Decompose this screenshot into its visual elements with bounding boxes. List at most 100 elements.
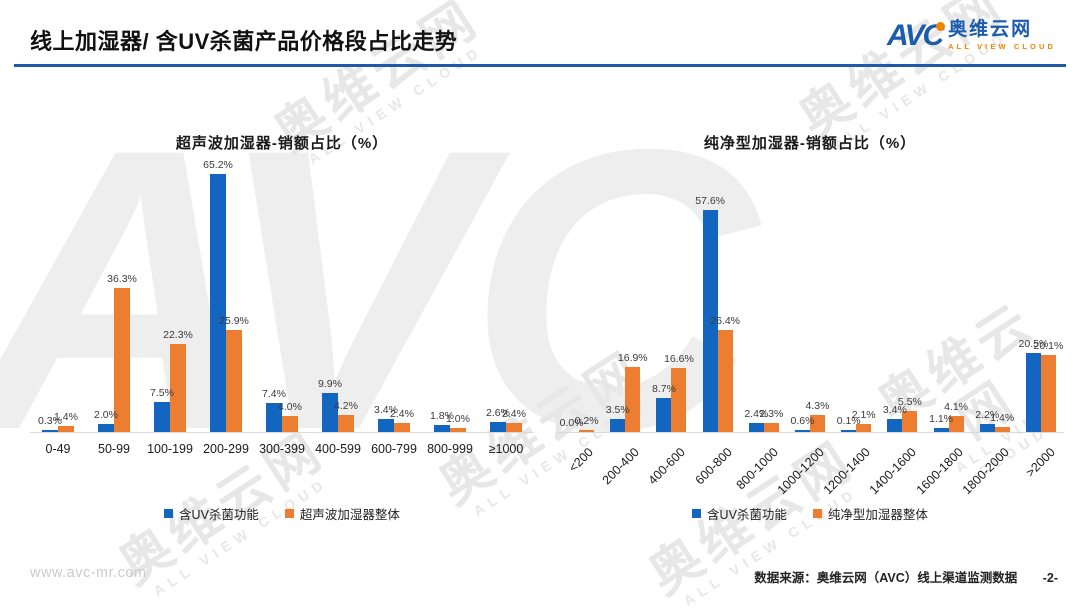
bar <box>42 430 58 432</box>
data-source-text: 数据来源：奥维云网（AVC）线上渠道监测数据 <box>754 571 1018 585</box>
legend-swatch <box>284 509 294 518</box>
legend-swatch <box>812 509 822 518</box>
x-axis-label: 200-299 <box>203 442 249 456</box>
bar-value-label: 1.8% <box>430 410 454 422</box>
bar-value-label: 0.1% <box>836 415 861 427</box>
legend-item: 含UV杀菌功能 <box>692 504 787 523</box>
bar-value-label: 4.0% <box>278 401 302 413</box>
bar-value-label: 0.3% <box>38 415 62 427</box>
bar <box>490 422 506 432</box>
bar-value-label: 7.5% <box>150 387 174 399</box>
bar <box>282 416 298 432</box>
bar-value-label: 2.0% <box>94 409 118 421</box>
bar <box>702 210 718 432</box>
bar <box>170 344 186 432</box>
x-axis-label: 800-1000 <box>733 445 781 493</box>
bar-value-label: 0.6% <box>790 415 815 427</box>
bar <box>378 419 394 432</box>
avc-logo-letters: AVC <box>887 18 944 52</box>
bar <box>994 427 1010 432</box>
bar-value-label: 1.4% <box>990 412 1015 424</box>
bar-value-label: 1.4% <box>54 411 78 423</box>
bar <box>671 368 687 432</box>
bar-value-label: 20.1% <box>1033 340 1064 352</box>
bar <box>763 423 779 432</box>
legend: 含UV杀菌功能 超声波加湿器整体 <box>30 504 534 523</box>
bar <box>154 402 170 432</box>
bar-value-label: 2.1% <box>851 409 876 421</box>
bar-value-label: 3.4% <box>882 404 907 416</box>
plot-area: 0.3% 2.0% 7.5% 65.2% 7.4% 9.9% 3.4% 1.8% 2.6% 1.4… <box>30 159 534 433</box>
x-axis-label: ≥1000 <box>488 442 524 456</box>
legend-swatch <box>692 509 702 518</box>
bar <box>1025 353 1041 432</box>
bar-value-label: 3.5% <box>605 404 630 416</box>
legend-label: 超声波加湿器整体 <box>299 508 400 522</box>
bar-value-label: 2.4% <box>744 408 769 420</box>
legend-item: 含UV杀菌功能 <box>164 504 259 523</box>
x-axis-label: 50-99 <box>98 442 130 456</box>
x-axis-label: 300-399 <box>259 442 305 456</box>
bar-value-label: 25.9% <box>219 315 249 327</box>
bar <box>810 415 825 432</box>
header-divider <box>14 64 1066 67</box>
chart-pure-type-humidifier: 纯净型加湿器-销额占比（%） 0.0% 3.5% 8.7% 57.6% 2.4% 0.6%… <box>556 128 1064 558</box>
x-axis-label: 1200-1400 <box>820 445 874 498</box>
x-axis-label: 1400-1600 <box>867 445 920 498</box>
legend-swatch <box>164 509 174 518</box>
legend-label: 含UV杀菌功能 <box>707 508 787 522</box>
bar <box>322 393 338 432</box>
x-axis-label: <200 <box>566 445 596 475</box>
bar-value-label: 0.2% <box>574 415 599 427</box>
x-axis-label: 400-599 <box>315 442 361 456</box>
bar <box>506 423 522 432</box>
bar-value-label: 2.6% <box>486 407 510 419</box>
bar-value-label: 2.2% <box>975 409 1000 421</box>
bar-value-label: 4.3% <box>805 400 830 412</box>
bar <box>114 288 130 432</box>
avc-logo-dot-icon <box>936 21 946 31</box>
avc-logo: AVC 奥维云网 ALL VIEW CLOUD <box>887 20 1056 51</box>
bar <box>338 415 354 432</box>
chart-title: 纯净型加湿器-销额占比（%） <box>703 135 917 152</box>
plot-area: 0.0% 3.5% 8.7% 57.6% 2.4% 0.6% 0.1% 3.4% 1.1% 2.2… <box>556 195 1064 433</box>
bar-value-label: 65.2% <box>203 159 233 171</box>
bar <box>266 403 282 432</box>
legend-label: 含UV杀菌功能 <box>179 508 259 522</box>
x-axis-label: 600-799 <box>371 442 417 456</box>
bar <box>434 425 450 432</box>
bar <box>795 430 810 432</box>
legend-label: 纯净型加湿器整体 <box>827 508 928 522</box>
footer-data-source: 数据来源：奥维云网（AVC）线上渠道监测数据 -2- <box>754 567 1058 586</box>
bar <box>856 424 872 432</box>
footer-website: www.avc-mr.com <box>30 565 147 581</box>
bar <box>656 398 672 432</box>
bar <box>933 428 949 432</box>
bar-value-label: 16.6% <box>664 353 694 365</box>
x-axis-label: 1000-1200 <box>774 445 827 498</box>
legend: 含UV杀菌功能 纯净型加湿器整体 <box>556 504 1064 523</box>
x-axis-label: 600-800 <box>692 445 735 488</box>
bar-value-label: 8.7% <box>651 383 676 395</box>
bar-value-label: 36.3% <box>107 273 137 285</box>
bar-value-label: 2.4% <box>390 408 414 420</box>
bar <box>887 419 903 432</box>
bar-value-label: 57.6% <box>695 195 726 207</box>
bar-value-label: 1.1% <box>929 413 953 425</box>
x-axis-label: 800-999 <box>427 442 473 456</box>
bar <box>841 430 857 432</box>
avc-logo-cn-name: 奥维云网 <box>948 19 1033 40</box>
x-axis-label: 1600-1800 <box>913 445 966 498</box>
avc-logo-mark: AVC <box>887 18 946 52</box>
bar-value-label: 1.0% <box>446 413 470 425</box>
bar-value-label: 2.3% <box>759 408 784 420</box>
legend-item: 纯净型加湿器整体 <box>812 504 928 523</box>
x-axis-label: 1800-2000 <box>959 445 1012 498</box>
bar <box>610 419 626 432</box>
chart-ultrasonic-humidifier: 超声波加湿器-销额占比（%） 0.3% 2.0% 7.5% 65.2% 7.4% 9.9%… <box>30 128 534 558</box>
bar <box>748 423 764 432</box>
bar-value-label: 2.4% <box>502 408 526 420</box>
page-number: -2- <box>1042 571 1058 585</box>
bar <box>1040 355 1056 432</box>
